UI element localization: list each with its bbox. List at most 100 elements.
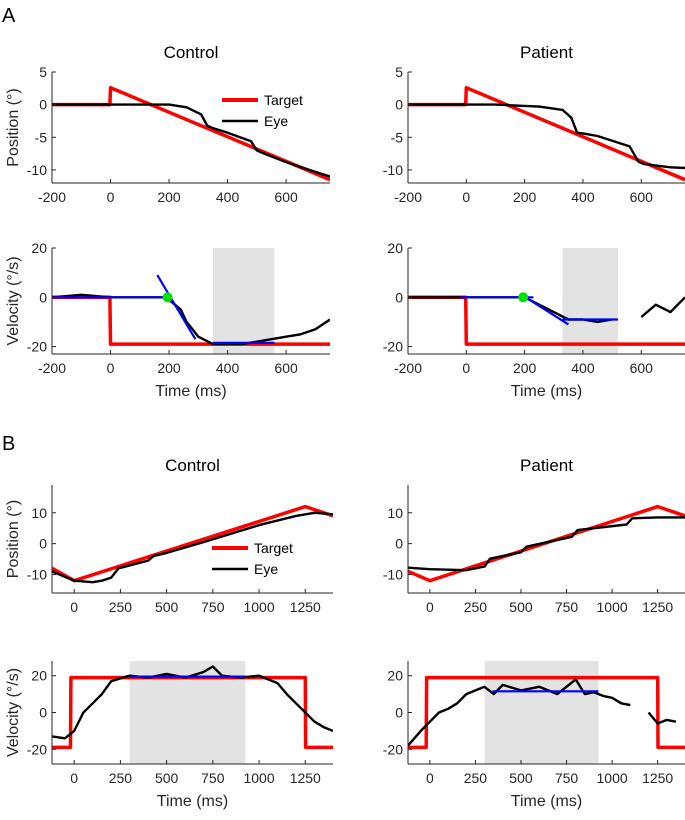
chart-B-control-position: 0 250 500 750 1000 1250 10 0 -10 Control Position … bbox=[5, 456, 333, 615]
x-tick-label: 750 bbox=[201, 770, 225, 786]
chart-title: Patient bbox=[520, 43, 573, 62]
series-eye bbox=[52, 293, 330, 346]
series-group bbox=[408, 675, 685, 750]
y-tick-label: -10 bbox=[27, 566, 47, 582]
x-tick-label: 0 bbox=[107, 189, 115, 205]
chart-B-patient-position: 0 250 500 750 1000 1250 10 0 -10 Patient bbox=[383, 456, 685, 615]
x-tick-label: 1250 bbox=[642, 599, 673, 615]
legend-label-target: Target bbox=[254, 540, 293, 556]
y-tick-label: -5 bbox=[391, 129, 404, 145]
y-tick-label: -10 bbox=[27, 162, 47, 178]
series-fit-slope bbox=[521, 293, 569, 326]
series-group bbox=[408, 85, 685, 182]
x-axis-label: Time (ms) bbox=[157, 793, 228, 810]
y-tick-label: -20 bbox=[27, 741, 47, 757]
x-tick-label: 0 bbox=[70, 770, 78, 786]
legend-label-target: Target bbox=[264, 92, 303, 108]
x-tick-label: -200 bbox=[394, 189, 422, 205]
series-group bbox=[52, 504, 333, 584]
x-axis-label: Time (ms) bbox=[511, 383, 582, 400]
legend-label-eye: Eye bbox=[264, 113, 288, 129]
x-tick-label: 1250 bbox=[290, 599, 321, 615]
y-tick-label: 0 bbox=[39, 97, 47, 113]
x-tick-label: 0 bbox=[462, 360, 470, 376]
x-tick-label: 1250 bbox=[290, 770, 321, 786]
x-tick-label: 1000 bbox=[597, 770, 628, 786]
x-tick-label: 750 bbox=[555, 770, 579, 786]
x-tick-label: 500 bbox=[155, 599, 179, 615]
chart-A-patient-position: -200 0 200 400 600 5 0 -5 -10 Patient bbox=[383, 43, 685, 205]
x-tick-label: 400 bbox=[216, 360, 240, 376]
series-group bbox=[408, 293, 685, 346]
x-tick-label: 200 bbox=[157, 189, 181, 205]
y-tick-label: -20 bbox=[383, 741, 403, 757]
y-tick-label: 10 bbox=[387, 505, 403, 521]
panel-letter-b: B bbox=[2, 433, 15, 455]
chart-B-control-velocity: 0 250 500 750 1000 1250 20 0 -20 Time (ms) Velocit… bbox=[5, 661, 333, 810]
series-target bbox=[408, 675, 685, 750]
series-fit-slope bbox=[156, 274, 197, 340]
y-tick-label: 20 bbox=[31, 240, 47, 256]
x-tick-label: 750 bbox=[201, 599, 225, 615]
x-tick-label: 0 bbox=[107, 360, 115, 376]
x-tick-label: 250 bbox=[464, 599, 488, 615]
x-tick-label: 400 bbox=[216, 189, 240, 205]
y-axis-label: Velocity (°/s) bbox=[5, 668, 22, 757]
x-tick-label: -200 bbox=[38, 189, 66, 205]
x-tick-label: 750 bbox=[555, 599, 579, 615]
series-group bbox=[408, 504, 685, 583]
y-tick-label: 0 bbox=[39, 289, 47, 305]
y-tick-label: 0 bbox=[395, 705, 403, 721]
series-target bbox=[52, 504, 333, 583]
series-eye-late bbox=[647, 711, 677, 725]
x-axis-label: Time (ms) bbox=[511, 793, 582, 810]
y-tick-label: 20 bbox=[31, 668, 47, 684]
chart-title: Control bbox=[165, 456, 220, 475]
x-tick-label: 250 bbox=[464, 770, 488, 786]
panel-letter-a: A bbox=[2, 5, 16, 27]
x-tick-label: 0 bbox=[426, 599, 434, 615]
series-eye bbox=[52, 103, 330, 178]
x-tick-label: 500 bbox=[155, 770, 179, 786]
x-tick-label: 400 bbox=[571, 189, 595, 205]
x-tick-label: 200 bbox=[157, 360, 181, 376]
y-tick-label: 5 bbox=[39, 64, 47, 80]
x-axis-label: Time (ms) bbox=[155, 383, 226, 400]
x-tick-label: 600 bbox=[274, 189, 298, 205]
y-tick-label: 5 bbox=[395, 64, 403, 80]
x-tick-label: 200 bbox=[513, 360, 537, 376]
y-tick-label: 10 bbox=[31, 505, 47, 521]
x-tick-label: 1000 bbox=[597, 599, 628, 615]
chart-B-patient-velocity: 0 250 500 750 1000 1250 20 0 -20 Time (ms) bbox=[383, 661, 685, 810]
chart-A-control-position: -200 0 200 400 600 5 0 -5 -10 Control Position (°)… bbox=[5, 43, 330, 205]
series-group bbox=[52, 85, 330, 182]
y-tick-label: -10 bbox=[383, 566, 403, 582]
chart-title: Patient bbox=[520, 456, 573, 475]
series-target bbox=[408, 85, 685, 182]
x-tick-label: 400 bbox=[571, 360, 595, 376]
x-tick-label: 200 bbox=[513, 189, 537, 205]
x-tick-label: 600 bbox=[630, 189, 654, 205]
x-tick-label: 500 bbox=[509, 599, 533, 615]
series-eye bbox=[408, 678, 631, 747]
y-axis-label: Position (°) bbox=[5, 500, 22, 578]
x-tick-label: 250 bbox=[109, 770, 133, 786]
series-eye bbox=[52, 665, 333, 740]
x-tick-label: -200 bbox=[394, 360, 422, 376]
y-tick-label: -5 bbox=[35, 129, 48, 145]
y-tick-label: 20 bbox=[387, 240, 403, 256]
series-group bbox=[52, 274, 330, 346]
y-axis-label: Position (°) bbox=[5, 88, 22, 166]
y-tick-label: 0 bbox=[395, 97, 403, 113]
y-tick-label: -20 bbox=[383, 339, 403, 355]
series-eye bbox=[408, 103, 685, 170]
series-eye bbox=[52, 511, 333, 584]
series-eye-after-saccade bbox=[640, 296, 685, 318]
x-tick-label: -200 bbox=[38, 360, 66, 376]
x-tick-label: 600 bbox=[274, 360, 298, 376]
x-tick-label: 0 bbox=[70, 599, 78, 615]
